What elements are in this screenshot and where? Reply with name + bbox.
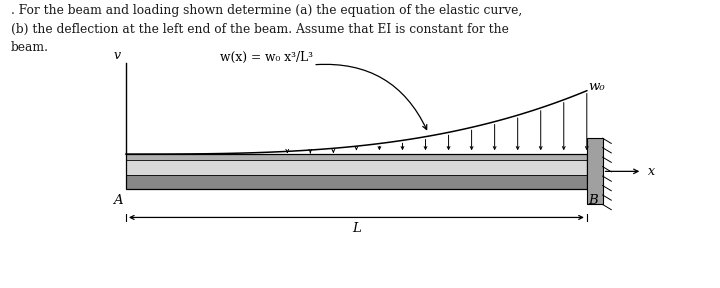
Bar bbox=[587, 138, 603, 204]
Bar bbox=[126, 154, 587, 160]
Text: w₀: w₀ bbox=[588, 80, 605, 93]
Text: . For the beam and loading shown determine (a) the equation of the elastic curve: . For the beam and loading shown determi… bbox=[11, 4, 522, 54]
Text: L: L bbox=[352, 222, 361, 235]
Text: w(x) = w₀ x³/L³: w(x) = w₀ x³/L³ bbox=[220, 51, 312, 64]
Bar bbox=[126, 154, 587, 189]
Bar bbox=[126, 160, 587, 175]
Text: A: A bbox=[113, 194, 122, 207]
Text: v: v bbox=[113, 49, 120, 62]
Text: B: B bbox=[588, 194, 598, 207]
Text: x: x bbox=[648, 165, 655, 178]
Bar bbox=[126, 175, 587, 189]
